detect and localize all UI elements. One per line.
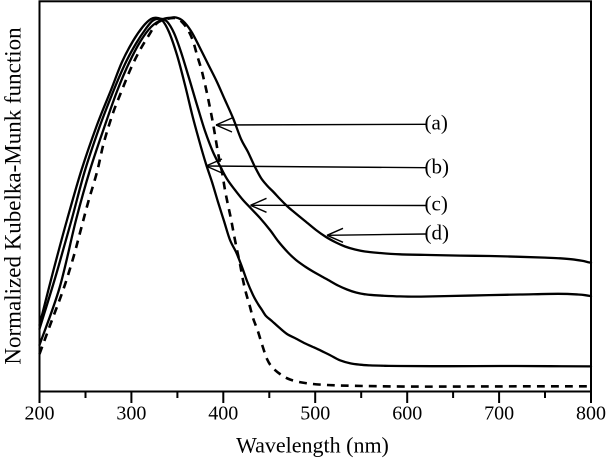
svg-text:200: 200 — [25, 403, 55, 425]
svg-text:(b): (b) — [425, 155, 450, 179]
svg-text:Normalized Kubelka-Munk functi: Normalized Kubelka-Munk function — [1, 27, 26, 365]
svg-text:Wavelength (nm): Wavelength (nm) — [236, 432, 389, 457]
svg-text:300: 300 — [116, 403, 146, 425]
svg-text:500: 500 — [300, 403, 330, 425]
svg-text:800: 800 — [576, 403, 606, 425]
svg-text:700: 700 — [484, 403, 514, 425]
svg-text:(a): (a) — [425, 111, 448, 135]
svg-text:400: 400 — [208, 403, 238, 425]
svg-text:600: 600 — [392, 403, 422, 425]
svg-text:(d): (d) — [425, 221, 450, 245]
svg-text:(c): (c) — [425, 192, 448, 216]
